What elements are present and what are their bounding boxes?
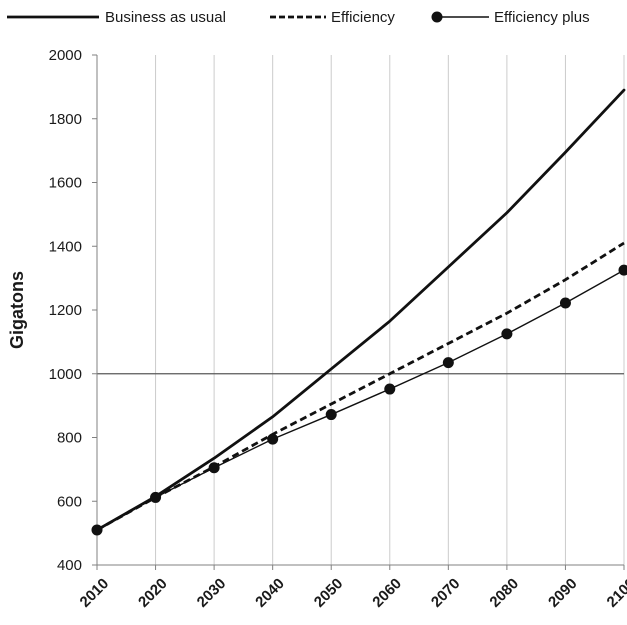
y-tick-label: 800 — [57, 430, 82, 447]
y-axis-title: Gigatons — [7, 271, 27, 349]
x-tick-label: 2030 — [194, 575, 230, 611]
y-tick-label: 1600 — [49, 175, 82, 192]
x-tick-label: 2020 — [135, 575, 171, 611]
x-tick-label: 2040 — [252, 575, 288, 611]
y-tick-label: 400 — [57, 557, 82, 574]
axes — [92, 54, 625, 570]
legend-label-2: Efficiency plus — [494, 9, 590, 26]
legend-label-1: Efficiency — [331, 9, 395, 26]
data-point-marker — [208, 462, 220, 474]
x-tick-label: 2050 — [311, 575, 347, 611]
data-point-marker — [442, 357, 454, 369]
legend-label-0: Business as usual — [105, 9, 226, 26]
data-point-marker — [384, 383, 396, 395]
series-line-2 — [96, 269, 625, 531]
tick-labels: 400 600 800 1000 1200 1400 1600 1800 2000 2010 202… — [49, 47, 627, 611]
y-tick-label: 1000 — [49, 366, 82, 383]
x-tick-label: 2080 — [486, 575, 522, 611]
legend: Business as usual Efficiency Efficiency pl… — [7, 9, 590, 26]
grid-lines — [155, 55, 625, 565]
data-point-marker — [150, 491, 162, 503]
legend-marker — [431, 11, 443, 23]
data-point-marker — [325, 409, 337, 421]
x-tick-label: 2100 — [604, 575, 627, 611]
y-tick-label: 1200 — [49, 302, 82, 319]
y-tick-label: 2000 — [49, 47, 82, 64]
data-point-marker — [501, 328, 513, 340]
series-line-0 — [95, 88, 626, 532]
series-group — [91, 88, 627, 536]
data-point-marker — [559, 297, 571, 309]
data-point-marker — [267, 433, 279, 445]
y-tick-label: 1400 — [49, 238, 82, 255]
x-tick-label: 2090 — [545, 575, 581, 611]
x-tick-label: 2070 — [428, 575, 464, 611]
y-tick-label: 600 — [57, 493, 82, 510]
x-tick-label: 2010 — [77, 575, 113, 611]
x-tick-label: 2060 — [369, 575, 405, 611]
y-tick-label: 1800 — [49, 111, 82, 128]
data-point-marker — [91, 524, 103, 536]
data-point-marker — [618, 264, 627, 276]
